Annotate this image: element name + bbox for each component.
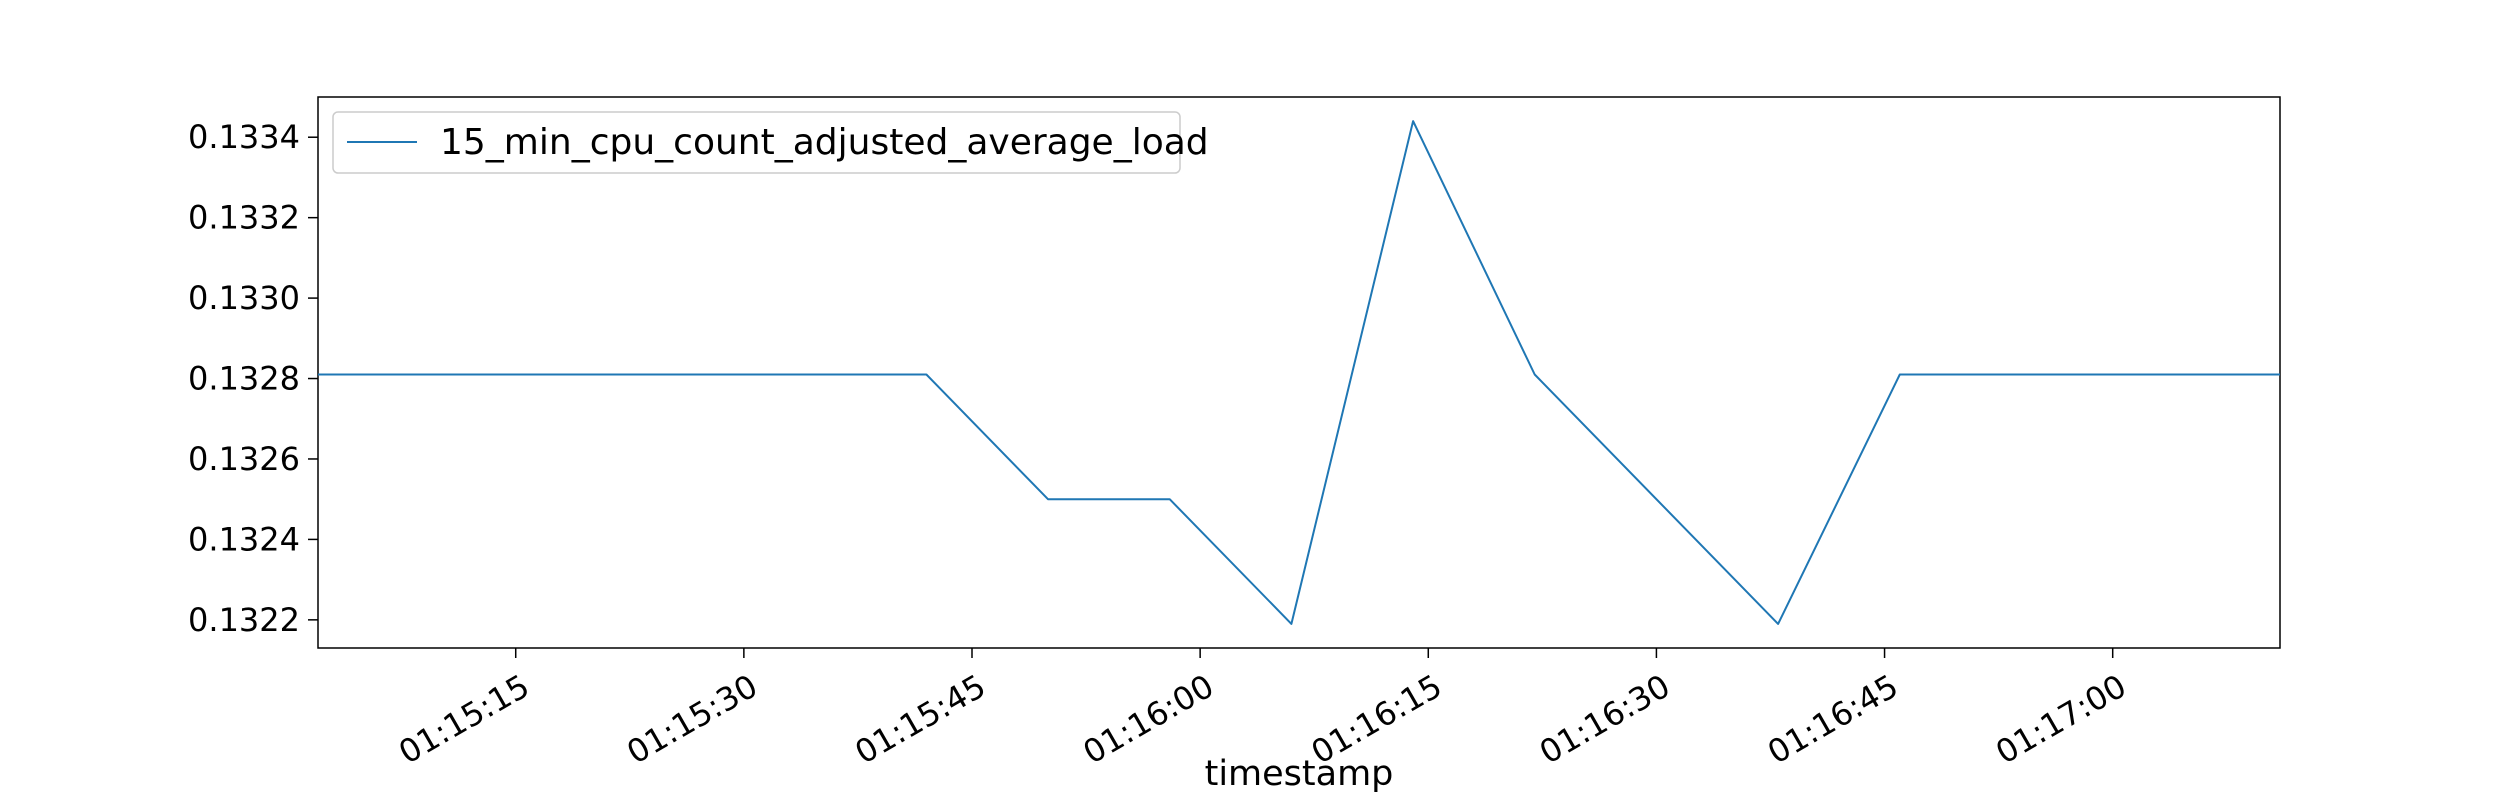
y-axis: 0.1322 0.1324 0.1326 0.1328 0.1330 0.1332 0.13… — [188, 118, 318, 639]
legend: 15_min_cpu_count_adjusted_average_load — [332, 111, 1209, 174]
y-tick-label: 0.1330 — [188, 279, 300, 317]
y-tick-label: 0.1334 — [188, 118, 300, 156]
y-tick-label: 0.1326 — [188, 440, 300, 478]
x-axis-title: timestamp — [1205, 754, 1394, 794]
y-tick-label: 0.1328 — [188, 360, 300, 398]
y-tick-label: 0.1332 — [188, 199, 300, 237]
y-tick-label: 0.1322 — [188, 601, 300, 639]
legend-label: 15_min_cpu_count_adjusted_average_load — [440, 122, 1209, 163]
series-line-0 — [318, 120, 2280, 625]
plot-area — [317, 96, 2281, 649]
y-tick-label: 0.1324 — [188, 520, 300, 558]
legend-box — [332, 111, 1181, 174]
series-layer — [318, 120, 2280, 625]
